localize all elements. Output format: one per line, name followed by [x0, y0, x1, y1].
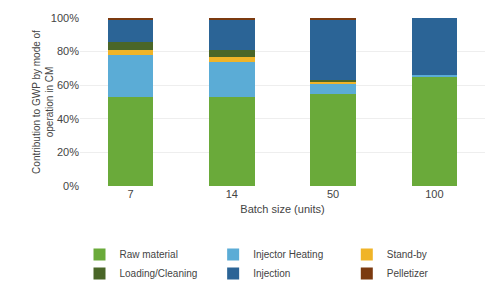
- svg-text:Batch size (units): Batch size (units): [240, 203, 324, 215]
- svg-text:50: 50: [327, 188, 339, 200]
- svg-text:0%: 0%: [63, 180, 79, 192]
- svg-text:Raw material: Raw material: [120, 249, 178, 260]
- svg-text:Injector Heating: Injector Heating: [253, 249, 323, 260]
- svg-text:Loading/Cleaning: Loading/Cleaning: [120, 268, 198, 279]
- svg-text:Stand-by: Stand-by: [387, 249, 427, 260]
- svg-text:14: 14: [226, 188, 238, 200]
- svg-text:7: 7: [128, 188, 134, 200]
- svg-text:20%: 20%: [57, 146, 79, 158]
- svg-text:Contribution to GWP by mode of: Contribution to GWP by mode ofoperation …: [31, 30, 55, 174]
- svg-text:100: 100: [425, 188, 443, 200]
- svg-text:100%: 100%: [51, 12, 79, 24]
- svg-text:60%: 60%: [57, 79, 79, 91]
- svg-text:80%: 80%: [57, 45, 79, 57]
- svg-text:Pelletizer: Pelletizer: [387, 268, 429, 279]
- svg-text:Injection: Injection: [253, 268, 290, 279]
- svg-text:40%: 40%: [57, 113, 79, 125]
